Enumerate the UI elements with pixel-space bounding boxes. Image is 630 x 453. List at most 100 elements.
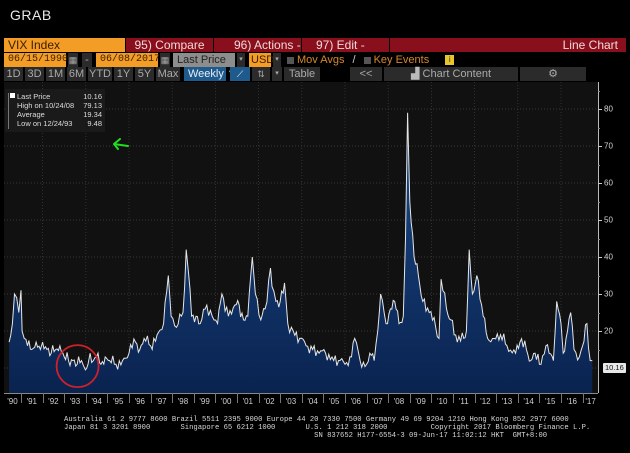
x-axis-line [4, 393, 598, 394]
collapse-button[interactable]: << [350, 67, 382, 81]
table-button[interactable]: Table [284, 67, 320, 81]
y-minor-tick [598, 238, 600, 240]
header-bar: VIX Index 95) Compare 96) Actions - 97) … [4, 38, 626, 52]
y-minor-tick [598, 90, 600, 92]
x-tick-label: '97 [156, 397, 167, 406]
period-button-ytd[interactable]: YTD [88, 67, 112, 81]
y-tick-label: 60 [604, 178, 613, 188]
x-tick-label: '96 [134, 397, 146, 406]
x-tick [172, 393, 174, 403]
x-tick-label: '03 [285, 397, 297, 406]
footer-line: Australia 61 2 9777 8600 Brazil 5511 239… [64, 416, 569, 424]
edit-button[interactable]: 97) Edit - [301, 38, 389, 52]
x-tick-label: '15 [544, 397, 556, 406]
x-tick [366, 393, 368, 403]
x-tick-label: '13 [501, 397, 513, 406]
end-date-input[interactable]: 06/08/2017 [96, 53, 160, 67]
edit-label: 97) Edit [316, 38, 358, 52]
window-title: GRAB [10, 7, 52, 23]
y-tick [598, 294, 602, 295]
dropdown-caret-icon: - [360, 38, 365, 52]
x-tick [517, 393, 519, 403]
x-tick [129, 393, 130, 403]
y-tick-label: 80 [604, 104, 613, 114]
x-tick-label: '02 [264, 397, 275, 406]
x-tick-label: '08 [393, 397, 405, 406]
calendar-icon[interactable]: ▦ [160, 53, 170, 67]
x-tick-label: '17 [585, 397, 596, 406]
last-price-swatch [10, 93, 15, 98]
x-tick-label: '11 [458, 397, 469, 406]
x-tick [582, 393, 584, 403]
chevron-down-icon[interactable]: ▾ [273, 53, 281, 67]
legend-value: 9.48 [87, 119, 102, 128]
security-field[interactable]: VIX Index [4, 38, 125, 52]
x-tick-label: '00 [220, 397, 232, 406]
last-price-tag: 10.16 [603, 363, 626, 373]
y-minor-tick [598, 201, 600, 203]
mov-avgs-label: Mov Avgs [297, 54, 345, 66]
mov-avgs-checkbox[interactable] [287, 56, 294, 64]
line-chart-icon[interactable]: ⟋ [230, 67, 250, 81]
y-tick-label: 30 [604, 289, 613, 299]
legend-item-last-price: Last Price 10.16 [17, 92, 102, 101]
x-tick-label: '98 [177, 397, 189, 406]
period-button-5y[interactable]: 5Y [135, 67, 154, 81]
legend-label: Last Price [17, 92, 51, 101]
period-button-1d[interactable]: 1D [4, 67, 23, 81]
x-tick-label: '92 [48, 397, 59, 406]
x-tick [388, 393, 390, 403]
footer-line: Japan 81 3 3201 8900 Singapore 65 6212 1… [64, 424, 591, 432]
period-button-max[interactable]: Max [156, 67, 180, 81]
legend-item-low: Low on 12/24/93 9.48 [17, 119, 102, 128]
pencil-icon[interactable]: / [352, 54, 356, 66]
y-tick [598, 257, 602, 258]
y-tick [598, 331, 602, 332]
period-bar: 1D 3D 1M 6M YTD 1Y 5Y Max Weekly ▼ ⟋ ⇅ ▾ Table … [4, 67, 626, 81]
y-minor-tick [598, 164, 600, 166]
y-tick-label: 50 [604, 215, 613, 225]
legend-label: High on 10/24/08 [17, 101, 75, 110]
field-select[interactable]: Last Price [173, 53, 235, 67]
x-tick-label: '14 [523, 397, 534, 406]
period-button-1y[interactable]: 1Y [114, 67, 133, 81]
x-tick [280, 393, 282, 403]
legend-connector [8, 93, 9, 129]
info-icon[interactable]: i [445, 55, 455, 65]
chart-plot-area[interactable] [4, 82, 598, 393]
key-events-checkbox[interactable] [363, 56, 371, 64]
y-tick-label: 40 [604, 252, 613, 262]
frequency-select[interactable]: Weekly ▼ [184, 67, 238, 81]
chart-content-label: Chart Content [422, 68, 491, 80]
y-tick [598, 109, 602, 110]
x-tick [42, 393, 44, 403]
chart-content-button[interactable]: ▟ Chart Content [384, 67, 518, 81]
x-tick [453, 393, 454, 403]
x-tick-label: '01 [242, 397, 254, 406]
footer-contact-info: Australia 61 2 9777 8600 Brazil 5511 239… [64, 416, 590, 440]
period-button-3d[interactable]: 3D [25, 67, 44, 81]
period-button-6m[interactable]: 6M [67, 67, 86, 81]
calendar-icon[interactable]: ▦ [68, 53, 78, 67]
chevron-down-icon[interactable]: ▾ [237, 53, 245, 67]
settings-icon[interactable]: ⚙ [520, 67, 586, 81]
chevron-down-icon[interactable]: ▾ [272, 67, 282, 81]
x-tick-label: '10 [436, 397, 448, 406]
x-tick [323, 393, 325, 403]
y-tick-label: 70 [604, 141, 613, 151]
period-button-1m[interactable]: 1M [46, 67, 65, 81]
bar-chart-icon[interactable]: ⇅ [252, 67, 270, 81]
y-tick [598, 183, 602, 184]
x-tick-label: '91 [26, 397, 38, 406]
start-date-input[interactable]: 06/15/1990 [4, 53, 68, 67]
x-tick [150, 393, 152, 403]
x-tick [431, 393, 433, 403]
compare-button[interactable]: 95) Compare [125, 38, 213, 52]
x-tick [85, 393, 87, 403]
footer-line: SN 837652 H177-6554-3 09-Jun-17 11:02:12… [64, 432, 548, 440]
currency-select[interactable]: USD [249, 53, 275, 67]
y-tick [598, 146, 602, 147]
legend-value: 10.16 [83, 92, 102, 101]
x-tick-label: '12 [480, 397, 491, 406]
actions-button[interactable]: 96) Actions - [213, 38, 301, 52]
